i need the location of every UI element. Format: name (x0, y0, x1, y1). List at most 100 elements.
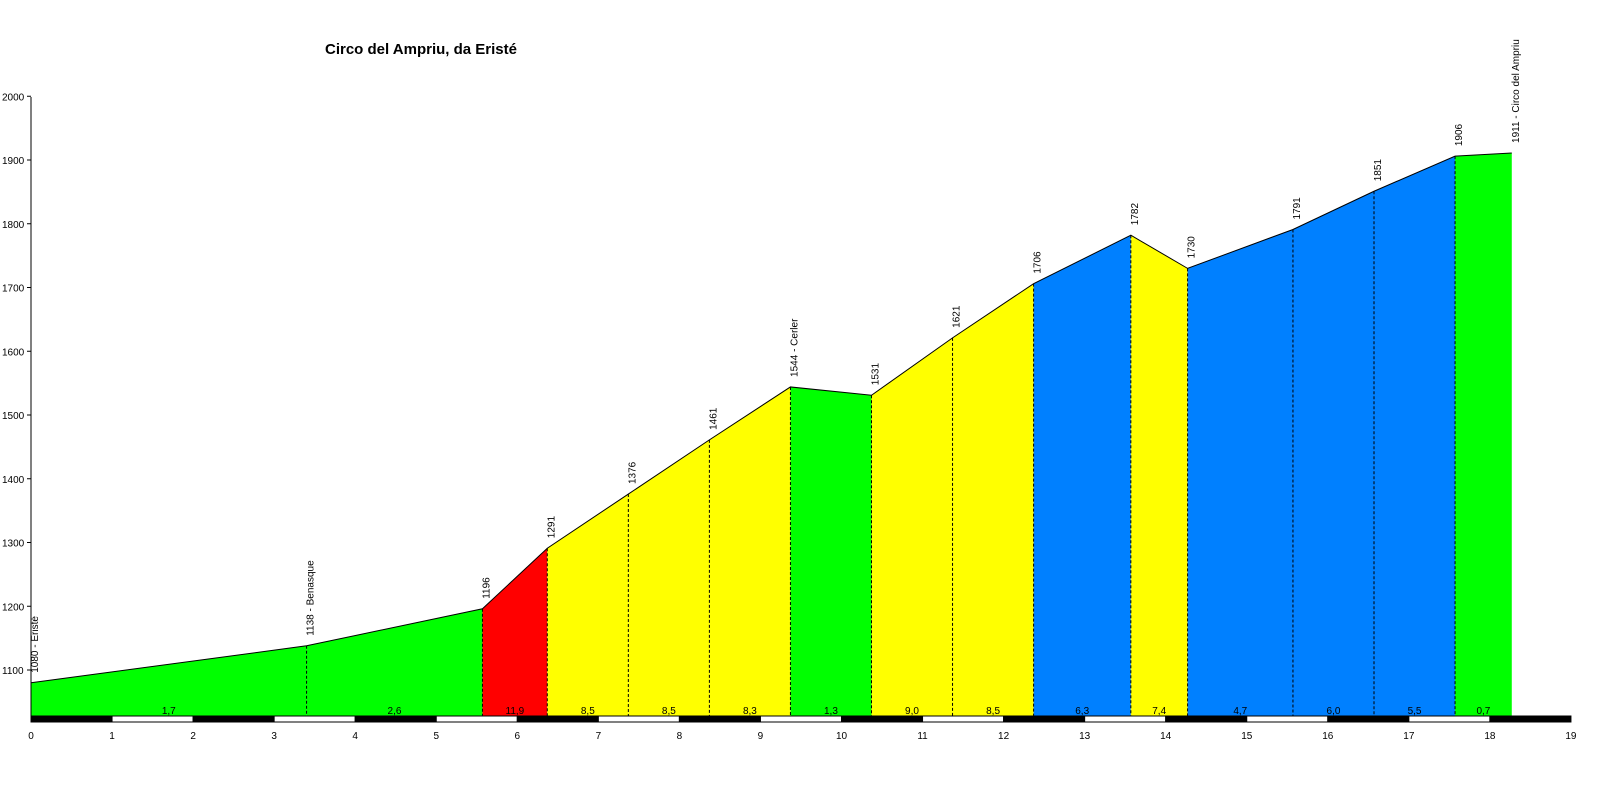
y-tick-label: 1300 (2, 539, 25, 550)
segment-area (790, 386, 872, 720)
gradient-label: 6,3 (1075, 706, 1089, 717)
segment-area (1292, 191, 1374, 721)
altitude-label: 1531 (870, 363, 881, 386)
segment-area (952, 283, 1034, 720)
x-tick-label: 11 (917, 731, 928, 742)
x-tick-label: 19 (1565, 731, 1577, 742)
altitude-label: 1291 (546, 516, 557, 539)
segment-area (871, 337, 953, 720)
gradient-label: 8,3 (743, 706, 757, 717)
x-tick-label: 18 (1484, 731, 1496, 742)
x-axis-band-km (759, 715, 843, 723)
altitude-label: 1080 - Eristé (30, 616, 41, 673)
y-tick-label: 2000 (2, 92, 25, 103)
x-tick-label: 8 (677, 731, 683, 742)
segment-area (1373, 156, 1456, 721)
x-tick-label: 6 (515, 731, 521, 742)
gradient-label: 9,0 (905, 706, 919, 717)
y-tick-label: 1600 (2, 347, 25, 358)
x-axis-band-km (597, 715, 680, 723)
x-tick-label: 9 (758, 731, 764, 742)
segment-area (628, 439, 710, 720)
gradient-label: 6,0 (1327, 706, 1341, 717)
x-tick-label: 17 (1403, 731, 1415, 742)
x-axis: 0 1 2 3 4 5 6 7 8 9 10 11 12 13 14 15 16 17 18 19 (28, 715, 1577, 742)
x-tick-label: 13 (1079, 731, 1091, 742)
y-tick-label: 1500 (2, 411, 25, 422)
x-axis-band-km (922, 715, 1005, 723)
altitude-label: 1376 (627, 461, 638, 484)
segment-area (482, 548, 548, 720)
point-labels: 1080 - Eristé 1138 - Benasque 1196 1291 1376… (30, 39, 1522, 673)
x-axis-band-km (841, 715, 924, 723)
y-tick-label: 1800 (2, 220, 25, 231)
altitude-label: 1906 (1454, 123, 1465, 146)
x-tick-label: 3 (271, 731, 277, 742)
segment-area (1187, 229, 1293, 721)
x-axis-band-km (1489, 715, 1572, 723)
altitude-label: 1138 - Benasque (306, 560, 317, 636)
x-axis-band-km (1327, 715, 1410, 723)
x-axis-band-km (354, 715, 437, 723)
altitude-label: 1911 - Circo del Ampriu (1511, 39, 1522, 143)
x-tick-label: 1 (109, 731, 115, 742)
segment-area (1033, 235, 1131, 720)
gradient-label: 8,5 (986, 706, 1000, 717)
x-tick-label: 7 (596, 731, 602, 742)
x-axis-band-km (678, 715, 761, 723)
segment-area (1455, 152, 1512, 721)
x-axis-band-km (1408, 715, 1491, 723)
y-tick-label: 1700 (2, 284, 25, 295)
segment-area (547, 494, 629, 720)
x-tick-label: 12 (998, 731, 1010, 742)
gradient-label: 11,9 (506, 706, 525, 717)
segment-dividers (306, 156, 1456, 720)
altitude-label: 1461 (708, 407, 719, 430)
altitude-label: 1851 (1373, 159, 1384, 182)
x-tick-label: 0 (28, 731, 34, 742)
y-tick-label: 1400 (2, 475, 25, 486)
altitude-label: 1544 - Cerler (789, 318, 800, 377)
y-axis: 1100 1200 1300 1400 1500 1600 1700 1800 1900 2000 (2, 92, 32, 720)
chart-title: Circo del Ampriu, da Eristé (325, 41, 517, 58)
x-tick-label: 14 (1160, 731, 1172, 742)
y-tick-label: 1100 (2, 666, 24, 677)
segment-area (1130, 235, 1188, 720)
x-axis-band-km (1246, 715, 1329, 723)
x-tick-label: 15 (1241, 731, 1253, 742)
x-tick-label: 16 (1322, 731, 1334, 742)
segment-area (709, 386, 791, 720)
x-tick-label: 2 (190, 731, 196, 742)
x-axis-band-km (1003, 715, 1086, 723)
x-tick-label: 5 (433, 731, 439, 742)
x-axis-band-km (30, 715, 113, 723)
x-axis-band-km (516, 715, 599, 723)
gradient-label: 8,5 (662, 706, 676, 717)
profile-outline (30, 152, 1512, 684)
x-tick-label: 10 (836, 731, 848, 742)
segment-area (306, 608, 483, 720)
gradient-label: 0,7 (1476, 706, 1490, 717)
gradient-label: 1,3 (824, 706, 838, 717)
gradient-label: 8,5 (581, 706, 595, 717)
y-tick-label: 1200 (2, 602, 25, 613)
y-tick-label: 1900 (2, 156, 25, 167)
x-axis-band-km (273, 715, 356, 723)
altitude-label: 1791 (1292, 197, 1303, 220)
x-axis-band-km (1084, 715, 1167, 723)
altitude-label: 1706 (1033, 251, 1044, 274)
segment-area (31, 645, 307, 720)
gradient-label: 7,4 (1152, 706, 1166, 717)
gradient-label: 4,7 (1233, 706, 1247, 717)
x-axis-band-km (111, 715, 194, 723)
segment-fills (31, 152, 1512, 721)
altitude-label: 1730 (1187, 236, 1198, 259)
altitude-label: 1782 (1130, 203, 1141, 226)
altitude-label: 1196 (481, 577, 492, 599)
gradient-label: 1,7 (162, 706, 176, 717)
profile-line (30, 152, 1512, 684)
x-axis-band-km (192, 715, 275, 723)
gradient-label: 2,6 (388, 706, 402, 717)
altitude-label: 1621 (952, 305, 963, 328)
